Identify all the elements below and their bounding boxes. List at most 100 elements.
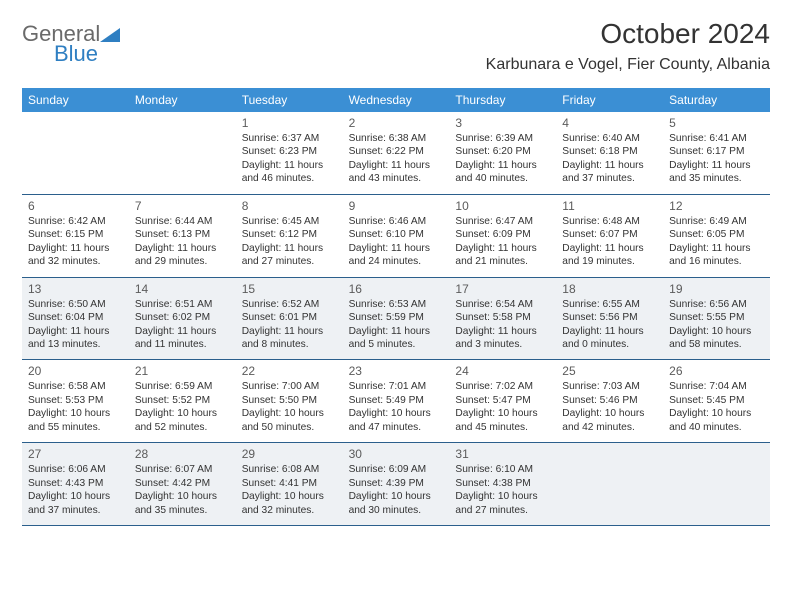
daylight-line: Daylight: 10 hours and 55 minutes. [28,407,123,434]
daylight-line: Daylight: 11 hours and 35 minutes. [669,159,764,186]
day-number: 16 [349,282,444,296]
sunrise-line: Sunrise: 6:50 AM [28,298,123,311]
day-cell: 8Sunrise: 6:45 AMSunset: 6:12 PMDaylight… [236,195,343,277]
sunset-line: Sunset: 5:50 PM [242,394,337,407]
daylight-line: Daylight: 11 hours and 19 minutes. [562,242,657,269]
day-number: 27 [28,447,123,461]
day-cell: 21Sunrise: 6:59 AMSunset: 5:52 PMDayligh… [129,360,236,442]
calendar-body: 1Sunrise: 6:37 AMSunset: 6:23 PMDaylight… [22,112,770,526]
sunset-line: Sunset: 5:45 PM [669,394,764,407]
page: General Blue October 2024 Karbunara e Vo… [0,0,792,544]
sunrise-line: Sunrise: 6:59 AM [135,380,230,393]
day-number: 3 [455,116,550,130]
day-cell [663,443,770,525]
daylight-line: Daylight: 11 hours and 46 minutes. [242,159,337,186]
sunset-line: Sunset: 5:49 PM [349,394,444,407]
brand-blue: Blue [54,42,100,65]
sunrise-line: Sunrise: 6:54 AM [455,298,550,311]
day-cell: 28Sunrise: 6:07 AMSunset: 4:42 PMDayligh… [129,443,236,525]
day-cell: 24Sunrise: 7:02 AMSunset: 5:47 PMDayligh… [449,360,556,442]
daylight-line: Daylight: 10 hours and 32 minutes. [242,490,337,517]
day-cell: 2Sunrise: 6:38 AMSunset: 6:22 PMDaylight… [343,112,450,194]
sunrise-line: Sunrise: 6:47 AM [455,215,550,228]
sunrise-line: Sunrise: 7:00 AM [242,380,337,393]
day-cell: 14Sunrise: 6:51 AMSunset: 6:02 PMDayligh… [129,278,236,360]
sunrise-line: Sunrise: 7:02 AM [455,380,550,393]
day-number: 15 [242,282,337,296]
sunrise-line: Sunrise: 7:04 AM [669,380,764,393]
week-row: 1Sunrise: 6:37 AMSunset: 6:23 PMDaylight… [22,112,770,194]
sunset-line: Sunset: 6:17 PM [669,145,764,158]
day-cell: 31Sunrise: 6:10 AMSunset: 4:38 PMDayligh… [449,443,556,525]
day-cell: 26Sunrise: 7:04 AMSunset: 5:45 PMDayligh… [663,360,770,442]
day-cell: 4Sunrise: 6:40 AMSunset: 6:18 PMDaylight… [556,112,663,194]
dow-label: Friday [556,88,663,112]
sunset-line: Sunset: 5:56 PM [562,311,657,324]
month-title: October 2024 [486,18,770,50]
sunrise-line: Sunrise: 6:07 AM [135,463,230,476]
day-cell: 18Sunrise: 6:55 AMSunset: 5:56 PMDayligh… [556,278,663,360]
week-row: 20 Sunrise: 6:58 AMSunset: 5:53 PMDayligh… [22,359,770,442]
daylight-line: Daylight: 11 hours and 37 minutes. [562,159,657,186]
sunrise-line: Sunrise: 6:53 AM [349,298,444,311]
day-cell: 30Sunrise: 6:09 AMSunset: 4:39 PMDayligh… [343,443,450,525]
header: General Blue October 2024 Karbunara e Vo… [22,18,770,74]
day-cell: 16Sunrise: 6:53 AMSunset: 5:59 PMDayligh… [343,278,450,360]
sunset-line: Sunset: 6:05 PM [669,228,764,241]
sunrise-line: Sunrise: 7:01 AM [349,380,444,393]
day-number: 4 [562,116,657,130]
sunrise-line: Sunrise: 6:58 AM [28,380,123,393]
sunset-line: Sunset: 4:39 PM [349,477,444,490]
daylight-line: Daylight: 11 hours and 5 minutes. [349,325,444,352]
sunrise-line: Sunrise: 6:48 AM [562,215,657,228]
day-number: 13 [28,282,123,296]
day-cell [129,112,236,194]
daylight-line: Daylight: 11 hours and 29 minutes. [135,242,230,269]
sunrise-line: Sunrise: 6:38 AM [349,132,444,145]
day-cell: 19Sunrise: 6:56 AMSunset: 5:55 PMDayligh… [663,278,770,360]
sunset-line: Sunset: 6:23 PM [242,145,337,158]
sunset-line: Sunset: 6:12 PM [242,228,337,241]
day-cell: 22Sunrise: 7:00 AMSunset: 5:50 PMDayligh… [236,360,343,442]
day-cell: 25Sunrise: 7:03 AMSunset: 5:46 PMDayligh… [556,360,663,442]
daylight-line: Daylight: 11 hours and 3 minutes. [455,325,550,352]
sunrise-line: Sunrise: 6:40 AM [562,132,657,145]
day-number: 30 [349,447,444,461]
daylight-line: Daylight: 11 hours and 21 minutes. [455,242,550,269]
day-cell: 7Sunrise: 6:44 AMSunset: 6:13 PMDaylight… [129,195,236,277]
dow-label: Sunday [22,88,129,112]
sunset-line: Sunset: 5:55 PM [669,311,764,324]
day-cell: 20 Sunrise: 6:58 AMSunset: 5:53 PMDayligh… [22,360,129,442]
day-cell [556,443,663,525]
day-number: 18 [562,282,657,296]
sunrise-line: Sunrise: 6:45 AM [242,215,337,228]
sunset-line: Sunset: 5:58 PM [455,311,550,324]
daylight-line: Daylight: 10 hours and 35 minutes. [135,490,230,517]
sunset-line: Sunset: 6:01 PM [242,311,337,324]
day-number: 24 [455,364,550,378]
sunset-line: Sunset: 4:43 PM [28,477,123,490]
daylight-line: Daylight: 11 hours and 24 minutes. [349,242,444,269]
sunset-line: Sunset: 6:20 PM [455,145,550,158]
day-number: 22 [242,364,337,378]
sunrise-line: Sunrise: 6:41 AM [669,132,764,145]
day-cell: 23Sunrise: 7:01 AMSunset: 5:49 PMDayligh… [343,360,450,442]
sunrise-line: Sunrise: 6:10 AM [455,463,550,476]
sunset-line: Sunset: 5:47 PM [455,394,550,407]
sunset-line: Sunset: 6:09 PM [455,228,550,241]
day-number: 11 [562,199,657,213]
day-number: 20 [28,364,123,378]
day-number: 21 [135,364,230,378]
day-number: 6 [28,199,123,213]
day-cell [22,112,129,194]
day-number: 7 [135,199,230,213]
day-number: 25 [562,364,657,378]
brand-triangle-icon [100,28,120,42]
day-cell: 27Sunrise: 6:06 AMSunset: 4:43 PMDayligh… [22,443,129,525]
sunset-line: Sunset: 4:42 PM [135,477,230,490]
daylight-line: Daylight: 11 hours and 32 minutes. [28,242,123,269]
day-cell: 10Sunrise: 6:47 AMSunset: 6:09 PMDayligh… [449,195,556,277]
day-number: 1 [242,116,337,130]
day-number: 29 [242,447,337,461]
sunset-line: Sunset: 5:53 PM [28,394,123,407]
